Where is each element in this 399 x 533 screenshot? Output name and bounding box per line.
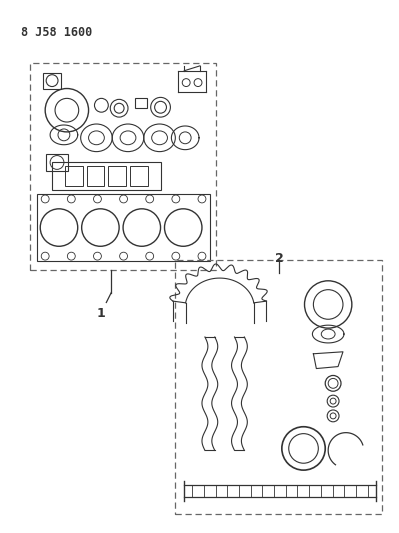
- Bar: [108, 166, 126, 186]
- Text: 2: 2: [275, 252, 283, 265]
- Text: 8 J58 1600: 8 J58 1600: [20, 27, 92, 39]
- Bar: [30, 63, 216, 270]
- Bar: [87, 166, 105, 186]
- Text: 1: 1: [97, 308, 106, 320]
- Bar: [43, 72, 61, 88]
- Bar: [130, 166, 148, 186]
- Bar: [175, 260, 382, 514]
- Bar: [37, 194, 210, 261]
- Bar: [46, 154, 68, 171]
- Bar: [135, 99, 147, 108]
- Bar: [65, 166, 83, 186]
- Bar: [52, 163, 160, 190]
